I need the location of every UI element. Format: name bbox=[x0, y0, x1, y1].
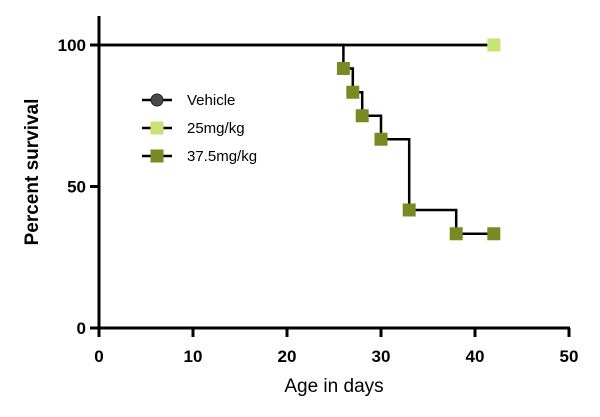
x-tick-label: 10 bbox=[184, 347, 203, 366]
marker-series-2-point-1 bbox=[346, 85, 360, 99]
legend-marker-0 bbox=[150, 93, 164, 107]
axes: 0 10 20 30 40 50 0 50 100 bbox=[58, 16, 579, 366]
legend-marker-1 bbox=[150, 121, 164, 135]
x-tick-label: 30 bbox=[372, 347, 391, 366]
legend-marker-2 bbox=[150, 149, 164, 163]
curve-series-2 bbox=[99, 43, 494, 236]
x-tick-label: 20 bbox=[278, 347, 297, 366]
legend: Vehicle 25mg/kg 37.5mg/kg bbox=[142, 92, 257, 165]
marker-series-2-point-5 bbox=[449, 227, 463, 241]
marker-series-2-point-0 bbox=[336, 61, 350, 75]
legend-label-0: Vehicle bbox=[187, 92, 235, 109]
data-markers bbox=[336, 38, 501, 241]
legend-label-1: 25mg/kg bbox=[187, 120, 245, 137]
y-tick-label: 0 bbox=[77, 319, 86, 338]
marker-series-2-point-3 bbox=[374, 132, 388, 146]
marker-series-2-point-6 bbox=[487, 227, 501, 241]
x-axis-label: Age in days bbox=[284, 376, 383, 397]
survival-curves bbox=[99, 43, 494, 236]
x-tick-label: 50 bbox=[560, 347, 579, 366]
marker-series-2-point-2 bbox=[355, 109, 369, 123]
y-axis-label: Percent survival bbox=[22, 99, 43, 246]
legend-label-2: 37.5mg/kg bbox=[187, 148, 257, 165]
x-tick-label: 40 bbox=[466, 347, 485, 366]
x-tick-label: 0 bbox=[94, 347, 103, 366]
marker-series-1-point-0 bbox=[487, 38, 501, 52]
y-tick-label: 100 bbox=[58, 36, 86, 55]
y-tick-label: 50 bbox=[67, 178, 86, 197]
marker-series-2-point-4 bbox=[402, 203, 416, 217]
